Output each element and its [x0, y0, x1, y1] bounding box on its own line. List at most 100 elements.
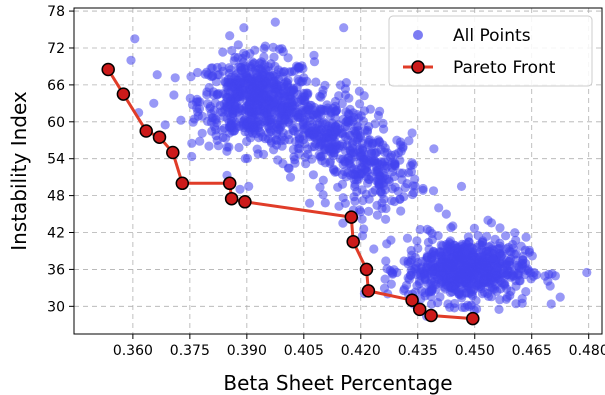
scatter-point: [192, 103, 202, 113]
pareto-point: [344, 210, 359, 224]
x-tick-label: 0.420: [341, 343, 381, 359]
scatter-point: [338, 127, 348, 138]
scatter-point: [390, 159, 400, 169]
scatter-point: [520, 245, 530, 255]
scatter-point: [244, 181, 254, 191]
scatter-point: [422, 224, 432, 234]
scatter-point: [540, 271, 550, 281]
pareto-point: [361, 284, 376, 298]
scatter-point: [227, 45, 237, 56]
scatter-point: [420, 291, 430, 301]
scatter-point: [433, 231, 443, 241]
scatter-point: [234, 142, 244, 153]
scatter-point: [239, 23, 249, 33]
pareto-point: [175, 176, 190, 191]
scatter-point: [218, 47, 228, 57]
scatter-point: [343, 117, 353, 128]
scatter-point: [495, 223, 505, 233]
scatter-point: [235, 78, 245, 88]
scatter-point: [521, 287, 531, 297]
scatter-point: [240, 68, 250, 78]
scatter-point: [423, 237, 433, 247]
scatter-point: [204, 141, 214, 151]
scatter-point: [361, 172, 371, 182]
scatter-point: [369, 244, 379, 254]
scatter-point: [284, 118, 294, 128]
scatter-point: [203, 116, 213, 126]
scatter-point: [289, 96, 299, 106]
pareto-point: [139, 124, 153, 138]
scatter-point: [266, 138, 276, 148]
pareto-point: [424, 308, 438, 323]
scatter-point: [193, 67, 203, 78]
scatter-point: [299, 123, 309, 133]
scatter-point: [299, 95, 309, 105]
scatter-point: [294, 144, 304, 154]
scatter-point: [512, 260, 522, 270]
scatter-point: [396, 206, 406, 216]
y-tick-label: 48: [47, 189, 65, 205]
scatter-point: [261, 77, 271, 87]
plot-frame: [73, 7, 603, 335]
scatter-point: [418, 185, 428, 195]
scatter-point: [364, 122, 374, 132]
scatter-point: [228, 113, 238, 123]
scatter-point: [301, 159, 311, 169]
scatter-point: [380, 143, 390, 153]
scatter-point: [407, 158, 417, 168]
scatter-point: [473, 231, 483, 241]
legend-label-all-points: All Points: [453, 26, 531, 46]
scatter-point: [329, 145, 339, 155]
scatter-point: [518, 255, 528, 265]
x-axis-ticks: 0.360 0.375 0.390 0.405 0.420 0.435 0.450 0.465…: [113, 334, 605, 359]
scatter-point: [186, 72, 196, 82]
scatter-point: [278, 88, 288, 98]
scatter-point: [213, 141, 224, 151]
legend: All Points Pareto Front: [388, 15, 593, 87]
scatter-point: [367, 148, 377, 158]
scatter-point: [197, 128, 207, 138]
scatter-point: [395, 168, 405, 178]
scatter-point: [359, 224, 369, 234]
scatter-point: [255, 105, 265, 115]
scatter-point: [340, 198, 350, 208]
scatter-point: [501, 231, 511, 241]
scatter-point: [509, 249, 520, 259]
scatter-point: [387, 184, 397, 194]
scatter-point: [255, 95, 265, 105]
scatter-point: [555, 292, 565, 302]
pareto-front-series: [101, 62, 480, 326]
scatter-point: [309, 142, 320, 152]
scatter-point: [399, 256, 409, 266]
pareto-point: [224, 191, 239, 206]
scatter-point: [315, 91, 325, 101]
scatter-point: [370, 167, 380, 177]
scatter-point: [494, 304, 504, 314]
scatter-point: [396, 146, 406, 156]
scatter-point: [258, 149, 269, 159]
scatter-point: [466, 267, 476, 277]
scatter-point: [357, 214, 367, 224]
scatter-point: [240, 153, 250, 164]
scatter-point: [290, 155, 300, 165]
scatter-point: [525, 268, 536, 278]
scatter-point: [469, 223, 479, 233]
scatter-point: [339, 23, 349, 33]
scatter-point: [235, 184, 245, 194]
scatter-point: [222, 92, 233, 103]
pareto-point: [238, 195, 252, 209]
scatter-point: [337, 98, 347, 109]
scatter-point: [546, 299, 556, 309]
scatter-point: [445, 245, 455, 255]
scatter-point: [406, 167, 416, 177]
scatter-point: [362, 163, 372, 173]
scatter-point: [448, 282, 458, 292]
scatter-point: [375, 106, 385, 116]
y-tick-label: 42: [47, 226, 65, 242]
scatter-point: [338, 141, 348, 151]
scatter-point: [160, 120, 170, 130]
scatter-point: [405, 270, 416, 281]
scatter-point: [433, 262, 443, 272]
scatter-point: [507, 271, 518, 281]
